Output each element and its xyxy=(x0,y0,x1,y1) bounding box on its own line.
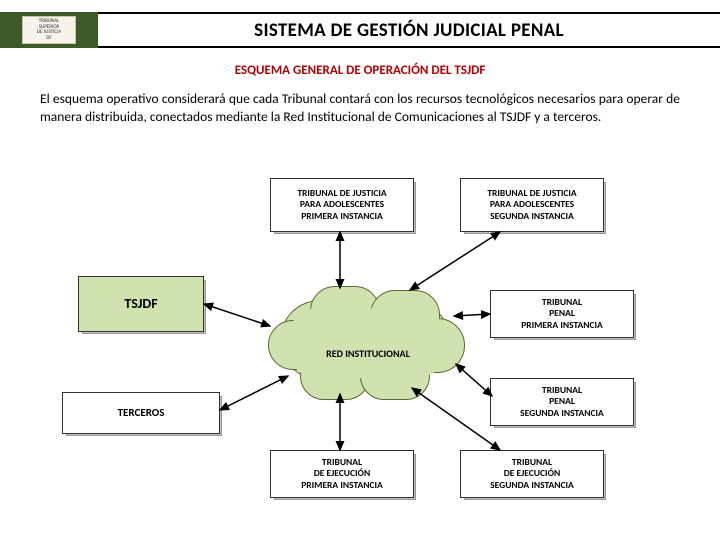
arrow-5 xyxy=(456,364,492,396)
arrow-0 xyxy=(204,304,270,326)
logo-line4: DF xyxy=(46,36,51,42)
arrow-3 xyxy=(410,232,500,290)
intro-paragraph: El esquema operativo considerará que cad… xyxy=(40,90,680,126)
node-terceros: TERCEROS xyxy=(62,392,220,434)
node-ejec2: TRIBUNAL DE EJECUCIÓN SEGUNDA INSTANCIA xyxy=(460,450,604,498)
node-penal2-label: TRIBUNAL PENAL SEGUNDA INSTANCIA xyxy=(520,385,604,419)
subtitle: ESQUEMA GENERAL DE OPERACIÓN DEL TSJDF xyxy=(0,63,720,78)
arrow-4 xyxy=(454,314,490,316)
node-adol1: TRIBUNAL DE JUSTICIA PARA ADOLESCENTES P… xyxy=(270,178,414,232)
cloud-label-text: RED INSTITUCIONAL xyxy=(326,347,410,360)
node-ejec2-label: TRIBUNAL DE EJECUCIÓN SEGUNDA INSTANCIA xyxy=(490,457,574,491)
arrow-1 xyxy=(220,376,288,410)
node-adol1-label: TRIBUNAL DE JUSTICIA PARA ADOLESCENTES P… xyxy=(297,188,386,222)
node-ejec1-label: TRIBUNAL DE EJECUCIÓN PRIMERA INSTANCIA xyxy=(301,457,383,491)
node-tsjdf: TSJDF xyxy=(78,276,204,332)
node-penal1: TRIBUNAL PENAL PRIMERA INSTANCIA xyxy=(490,290,634,338)
node-terceros-label: TERCEROS xyxy=(118,406,165,419)
header: TRIBUNAL SUPERIOR DE JUSTICIA DF SISTEMA… xyxy=(0,12,720,48)
node-penal1-label: TRIBUNAL PENAL PRIMERA INSTANCIA xyxy=(521,297,603,331)
node-adol2-label: TRIBUNAL DE JUSTICIA PARA ADOLESCENTES S… xyxy=(487,188,576,222)
node-ejec1: TRIBUNAL DE EJECUCIÓN PRIMERA INSTANCIA xyxy=(270,450,414,498)
node-tsjdf-label: TSJDF xyxy=(124,296,157,313)
logo-inner: TRIBUNAL SUPERIOR DE JUSTICIA DF xyxy=(22,16,76,44)
page-title: SISTEMA DE GESTIÓN JUDICIAL PENAL xyxy=(98,12,720,48)
arrow-7 xyxy=(412,388,500,450)
node-adol2: TRIBUNAL DE JUSTICIA PARA ADOLESCENTES S… xyxy=(460,178,604,232)
node-penal2: TRIBUNAL PENAL SEGUNDA INSTANCIA xyxy=(490,378,634,426)
logo-box: TRIBUNAL SUPERIOR DE JUSTICIA DF xyxy=(0,12,98,48)
cloud-label: RED INSTITUCIONAL xyxy=(318,348,418,360)
